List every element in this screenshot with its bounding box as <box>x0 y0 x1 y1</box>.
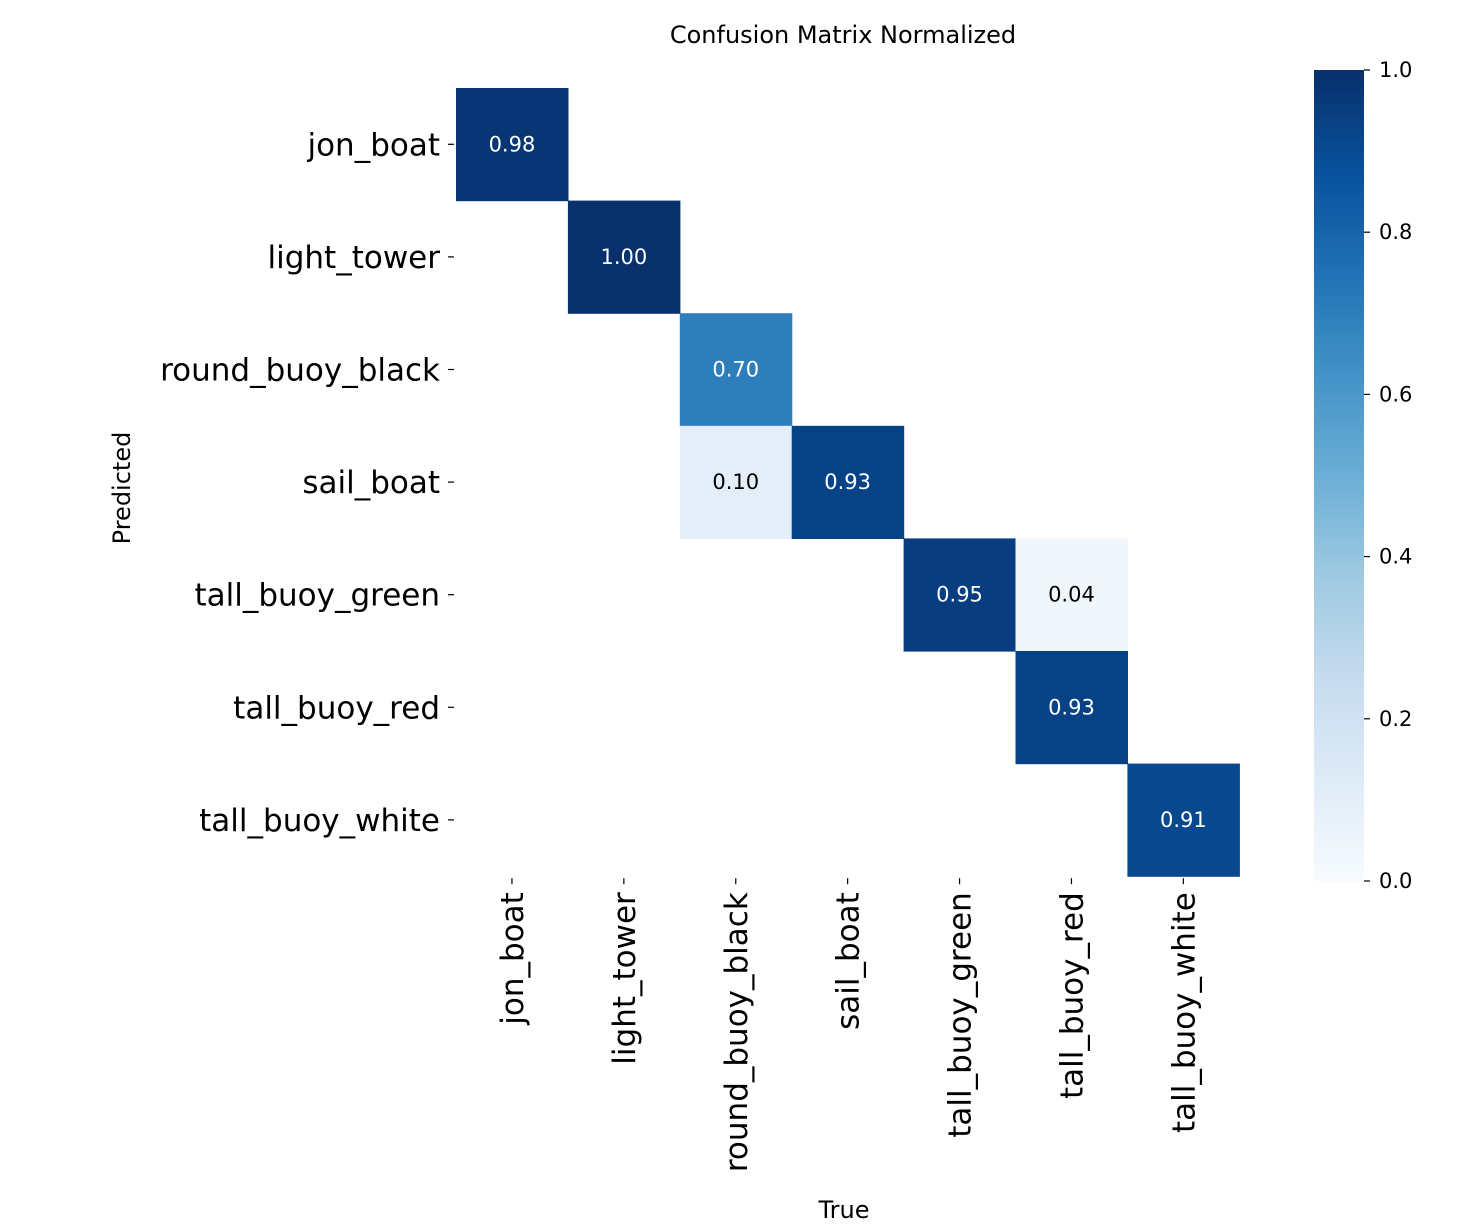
colorbar-tick-label: 0.8 <box>1379 220 1412 244</box>
colorbar-tick-label: 0.2 <box>1379 707 1412 731</box>
x-tick-label: tall_buoy_red <box>1054 892 1090 1099</box>
y-tick-label: tall_buoy_red <box>233 690 440 726</box>
colorbar-tick-label: 0.6 <box>1379 382 1412 406</box>
cell-value-label: 0.10 <box>712 470 759 494</box>
y-tick-label: round_buoy_black <box>160 353 440 389</box>
x-axis-ticks: jon_boat light_tower round_buoy_black sail_… <box>495 878 1202 1172</box>
cell-value-label: 0.98 <box>489 132 536 156</box>
colorbar <box>1314 70 1364 881</box>
heatmap-cell-labels: 0.98 1.00 0.70 0.10 0.93 0.95 0.04 0.93 0.91 <box>489 132 1207 832</box>
cell-value-label: 0.91 <box>1160 808 1207 832</box>
x-axis-label: True <box>818 1196 870 1224</box>
heatmap-cell <box>567 200 681 314</box>
colorbar-ticks: 0.0 0.2 0.4 0.6 0.8 1.0 <box>1364 58 1412 893</box>
heatmap-cells <box>456 88 1240 877</box>
y-axis-label: Predicted <box>108 432 136 545</box>
y-tick-label: tall_buoy_white <box>199 803 440 839</box>
y-tick-label: sail_boat <box>302 465 440 501</box>
y-axis-ticks: jon_boat light_tower round_buoy_black sail_… <box>160 127 454 839</box>
colorbar-tick-label: 1.0 <box>1379 58 1412 82</box>
y-tick-label: tall_buoy_green <box>194 578 440 614</box>
heatmap-cell <box>1015 651 1128 765</box>
heatmap-cell <box>679 425 793 539</box>
colorbar-tick-label: 0.0 <box>1379 869 1412 893</box>
cell-value-label: 0.70 <box>712 358 759 382</box>
y-tick-label: jon_boat <box>306 127 440 163</box>
cell-value-label: 0.93 <box>824 470 871 494</box>
heatmap-cell <box>903 538 1017 652</box>
heatmap-cell <box>1015 538 1128 652</box>
colorbar-tick-label: 0.4 <box>1379 545 1412 569</box>
y-tick-label: light_tower <box>268 240 441 276</box>
cell-value-label: 0.95 <box>936 583 983 607</box>
heatmap-cell <box>456 88 569 202</box>
cell-value-label: 0.04 <box>1048 583 1095 607</box>
x-tick-label: light_tower <box>607 892 643 1065</box>
x-tick-label: tall_buoy_white <box>1166 892 1202 1133</box>
x-tick-label: sail_boat <box>831 892 867 1030</box>
cell-value-label: 1.00 <box>600 245 647 269</box>
chart-title: Confusion Matrix Normalized <box>670 21 1016 49</box>
x-tick-label: tall_buoy_green <box>943 892 979 1138</box>
heatmap-cell <box>1127 763 1240 877</box>
x-tick-label: jon_boat <box>495 892 531 1026</box>
cell-value-label: 0.93 <box>1048 695 1095 719</box>
heatmap-cell <box>679 313 793 427</box>
heatmap-cell <box>791 425 905 539</box>
x-tick-label: round_buoy_black <box>719 892 755 1172</box>
